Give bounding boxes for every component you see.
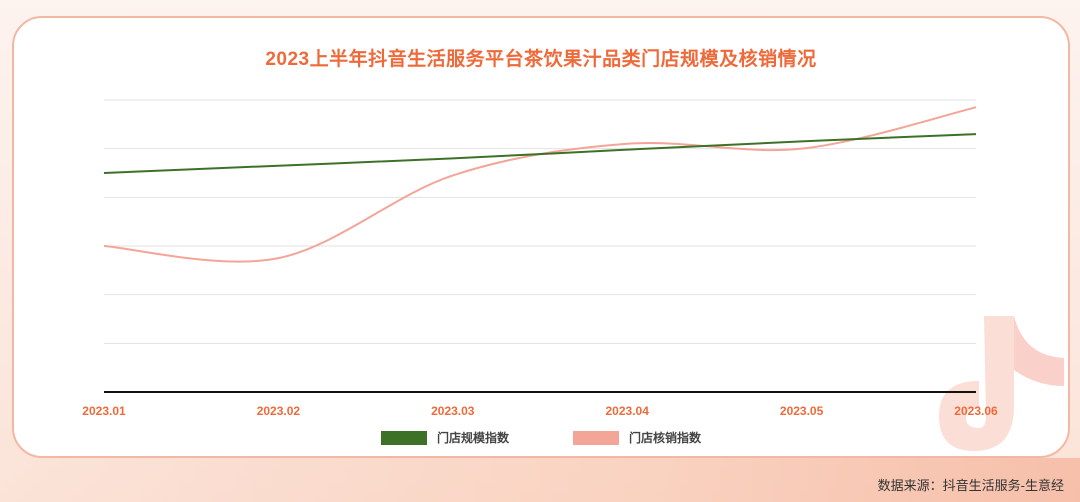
series-line-redemption (103, 106, 977, 263)
legend-label-redemption: 门店核销指数 (629, 431, 702, 445)
x-tick-label: 2023.04 (606, 404, 650, 418)
x-tick-label: 2023.06 (954, 404, 998, 418)
legend-item-redemption: 门店核销指数 (573, 429, 701, 446)
x-tick-label: 2023.01 (82, 404, 126, 418)
footer-background (0, 458, 1080, 502)
legend-swatch-redemption (573, 430, 619, 445)
chart-title: 2023上半年抖音生活服务平台茶饮果汁品类门店规模及核销情况 (265, 49, 817, 70)
legend-swatch-scale (380, 430, 427, 445)
x-tick-label: 2023.03 (431, 404, 475, 418)
x-axis-labels: 2023.01 2023.02 2023.03 2023.04 2023.05 2023.… (82, 404, 998, 418)
series-lines (103, 106, 977, 263)
grid-lines (104, 99, 976, 393)
line-chart: 2023.01 2023.02 2023.03 2023.04 2023.05 2023.… (82, 99, 998, 418)
series-line-scale (103, 133, 977, 174)
x-tick-label: 2023.05 (780, 404, 824, 418)
x-tick-label: 2023.02 (257, 404, 301, 418)
logo-watermark-icon (939, 316, 1064, 451)
chart-card: 2023上半年抖音生活服务平台茶饮果汁品类门店规模及核销情况 2023.01 20… (12, 16, 1070, 458)
legend: 门店规模指数 门店核销指数 (14, 429, 1068, 446)
legend-item-scale: 门店规模指数 (380, 429, 509, 446)
legend-label-scale: 门店规模指数 (436, 431, 509, 445)
data-source-note: 数据来源：抖音生活服务-生意经 (877, 478, 1064, 493)
